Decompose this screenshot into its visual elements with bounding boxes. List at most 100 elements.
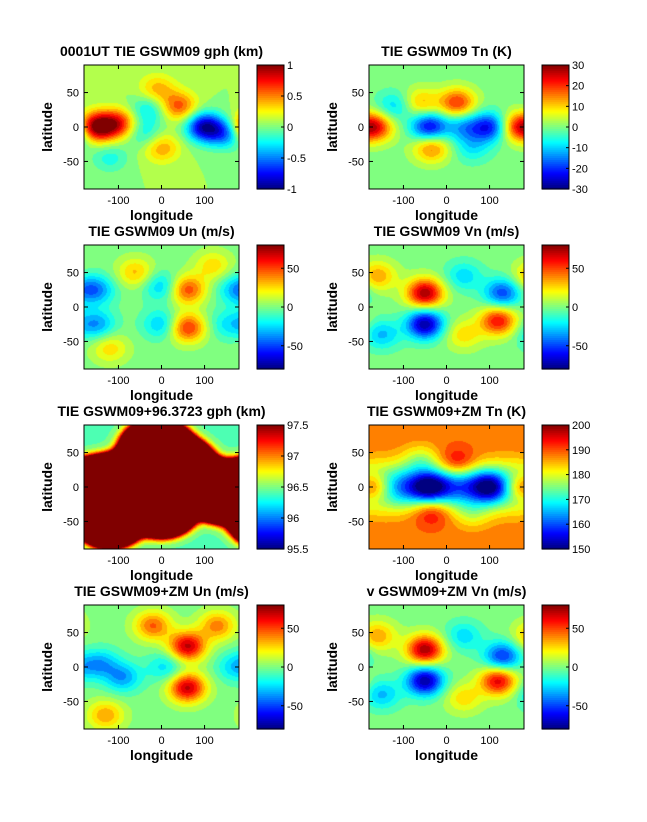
colorbar-swatch (257, 688, 284, 691)
y-tick-label: 0 (73, 302, 79, 314)
colorbar-swatch (257, 301, 284, 304)
colorbar: 50 0 -50 (541, 604, 588, 730)
x-tick-label: 0 (443, 555, 449, 567)
colorbar-tick-label: 1 (287, 60, 293, 72)
y-axis-label: latitude (324, 462, 340, 512)
y-tick-label: -50 (63, 516, 79, 528)
colorbar-swatch (257, 727, 284, 730)
chart-title: TIE GSWM09 Un (m/s) (88, 223, 234, 239)
colorbar-swatch (257, 620, 284, 624)
colorbar-swatch (542, 521, 569, 525)
colorbar-swatch (257, 608, 284, 612)
colorbar-swatch (542, 254, 569, 258)
colorbar-tick-label: 0 (287, 662, 293, 674)
colorbar-swatch (257, 649, 284, 653)
x-tick-label: -100 (392, 195, 414, 207)
colorbar-swatch (542, 119, 569, 122)
colorbar-swatch (542, 82, 569, 85)
colorbar-swatch (542, 177, 569, 180)
colorbar: 50 0 -50 (256, 604, 303, 730)
colorbar-swatch (542, 245, 569, 248)
colorbar-swatch (542, 318, 569, 322)
colorbar-swatch (257, 500, 284, 504)
colorbar-tick-label: -50 (572, 341, 588, 353)
colorbar-swatch (542, 359, 569, 362)
colorbar-swatch (542, 94, 569, 97)
colorbar-swatch (257, 140, 284, 144)
colorbar-swatch (542, 262, 569, 265)
colorbar-swatch (542, 488, 569, 492)
colorbar-swatch (257, 682, 284, 686)
colorbar-swatch (257, 547, 284, 550)
colorbar-swatch (542, 643, 569, 647)
colorbar-swatch (257, 618, 284, 622)
colorbar-swatch (257, 612, 284, 616)
y-tick-label: 50 (67, 268, 79, 280)
colorbar-swatch (542, 250, 569, 254)
colorbar-swatch (257, 502, 284, 506)
colorbar-swatch (542, 347, 569, 351)
colorbar-tick-label: 50 (572, 623, 584, 635)
colorbar-swatch (542, 632, 569, 635)
colorbar-swatch (257, 334, 284, 337)
colorbar-swatch (542, 127, 569, 130)
colorbar-swatch (542, 276, 569, 279)
colorbar-swatch (257, 632, 284, 635)
colorbar-swatch (542, 477, 569, 480)
chart-title: TIE GSWM09 Tn (K) (381, 43, 512, 59)
colorbar-swatch (257, 477, 284, 480)
colorbar-swatch (542, 428, 569, 432)
colorbar-swatch (257, 665, 284, 668)
x-tick-label: 0 (158, 195, 164, 207)
colorbar-swatch (257, 715, 284, 718)
chart-panel-5: TIE GSWM09+96.3723 gph (km) -100 0 100 50 0 -5… (39, 403, 308, 583)
colorbar-swatch (257, 690, 284, 693)
colorbar-swatch (257, 508, 284, 511)
colorbar-swatch (257, 657, 284, 660)
colorbar-swatch (257, 285, 284, 289)
colorbar-swatch (257, 103, 284, 107)
colorbar-swatch (257, 276, 284, 279)
colorbar-swatch (542, 626, 569, 629)
y-tick-label: -50 (63, 696, 79, 708)
colorbar-swatch (542, 504, 569, 507)
colorbar-swatch (542, 291, 569, 295)
colorbar-swatch (257, 663, 284, 666)
colorbar-swatch (542, 438, 569, 442)
colorbar-swatch (542, 516, 569, 519)
colorbar-swatch (542, 454, 569, 457)
colorbar-swatch (542, 279, 569, 283)
colorbar-swatch (257, 310, 284, 314)
colorbar-swatch (257, 436, 284, 440)
colorbar-swatch (542, 163, 569, 167)
colorbar-swatch (257, 169, 284, 173)
colorbar-swatch (542, 367, 569, 370)
colorbar-swatch (257, 670, 284, 674)
colorbar-swatch (257, 719, 284, 722)
colorbar-swatch (257, 245, 284, 248)
colorbar-swatch (257, 721, 284, 724)
y-tick-label: 0 (73, 482, 79, 494)
colorbar-swatch (257, 97, 284, 101)
colorbar-swatch (257, 692, 284, 695)
colorbar-swatch (542, 442, 569, 445)
colorbar-swatch (542, 274, 569, 277)
chart-panel-4: TIE GSWM09 Vn (m/s) -100 0 100 50 0 -50 longitu… (324, 223, 588, 403)
colorbar-swatch (257, 268, 284, 271)
colorbar-swatch (257, 90, 284, 93)
colorbar-swatch (542, 541, 569, 544)
colorbar-tick-label: 160 (572, 519, 590, 531)
colorbar-swatch (542, 140, 569, 144)
chart-panel-7: TIE GSWM09+ZM Un (m/s) -100 0 100 50 0 -50 long… (39, 583, 303, 763)
colorbar-tick-label: 50 (287, 263, 299, 275)
colorbar-swatch (257, 324, 284, 327)
colorbar-swatch (257, 454, 284, 457)
colorbar-swatch (257, 277, 284, 281)
colorbar-swatch (257, 70, 284, 74)
colorbar-swatch (257, 256, 284, 260)
colorbar-swatch (257, 535, 284, 538)
colorbar-swatch (542, 138, 569, 142)
colorbar-swatch (542, 525, 569, 529)
colorbar-swatch (542, 338, 569, 341)
colorbar-swatch (257, 345, 284, 349)
